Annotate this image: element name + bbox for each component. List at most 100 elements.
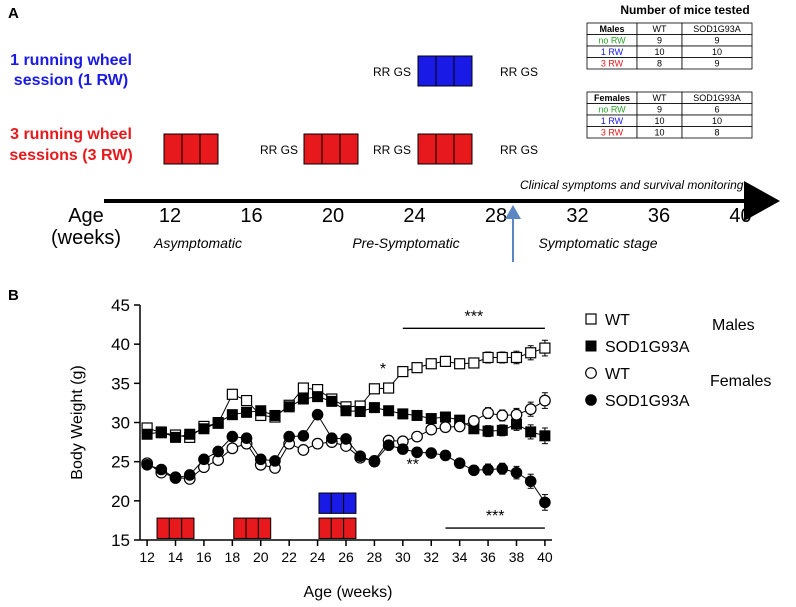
females-table-cell-text: no RW xyxy=(598,105,626,115)
data-point-females-sod1g93a xyxy=(311,408,324,421)
group-label-1rw-line2: session (1 RW) xyxy=(14,72,128,89)
females-table-cell-text: WT xyxy=(653,93,667,103)
rw-session-block xyxy=(343,492,357,514)
data-point-females-wt xyxy=(538,394,551,407)
males-table-cell-text: 9 xyxy=(714,36,719,46)
age-tick-label: 20 xyxy=(322,205,344,227)
data-point-females-sod1g93a xyxy=(198,453,210,466)
data-point-females-sod1g93a xyxy=(439,449,452,462)
y-tick-label: 30 xyxy=(111,414,130,433)
data-point-males-sod1g93a xyxy=(326,395,338,407)
data-point-females-wt xyxy=(482,407,494,420)
legend-entry: SOD1G93A xyxy=(605,339,690,356)
data-point-males-wt xyxy=(525,347,537,359)
legend-group-label: Males xyxy=(712,317,755,334)
y-tick-label: 35 xyxy=(111,374,130,393)
legend-entry: WT xyxy=(605,366,630,383)
data-point-males-sod1g93a xyxy=(354,406,366,418)
females-table-cell-text: 9 xyxy=(657,105,662,115)
age-tick-label: 32 xyxy=(566,205,588,227)
data-point-males-wt xyxy=(454,358,466,370)
rr-gs-label: RR GS xyxy=(373,65,411,79)
data-point-males-sod1g93a xyxy=(411,409,423,421)
x-tick-label: 30 xyxy=(395,549,411,565)
males-table-cell-text: 10 xyxy=(654,47,664,57)
group-label-3rw-line2: sessions (3 RW) xyxy=(9,147,132,164)
legend-entry: SOD1G93A xyxy=(605,393,690,410)
data-point-males-sod1g93a xyxy=(255,405,267,417)
data-point-females-sod1g93a xyxy=(368,455,381,468)
rr-gs-label: RR GS xyxy=(260,143,298,157)
data-point-males-sod1g93a xyxy=(269,409,281,421)
data-point-males-sod1g93a xyxy=(212,417,224,428)
x-tick-label: 12 xyxy=(139,549,155,565)
legend-group-label: Females xyxy=(710,373,771,390)
x-tick-label: 34 xyxy=(452,549,468,565)
series-males-sod1g93a xyxy=(141,391,551,445)
data-point-females-sod1g93a xyxy=(510,466,523,479)
data-point-males-wt xyxy=(226,388,238,400)
age-tick-label: 28 xyxy=(485,205,507,227)
females-table-cell xyxy=(681,126,753,139)
males-table-cell-text: Males xyxy=(599,24,624,34)
data-point-females-sod1g93a xyxy=(496,462,509,475)
x-tick-label: 28 xyxy=(367,549,383,565)
data-point-males-sod1g93a xyxy=(241,406,253,418)
females-table-cell-text: 1 RW xyxy=(601,116,624,126)
y-tick-label: 25 xyxy=(111,453,130,472)
data-point-females-wt xyxy=(439,421,452,434)
significance-star: * xyxy=(380,361,386,378)
males-table-cell-text: WT xyxy=(653,24,667,34)
mice-tables: Males WT SOD1G93A no RW 9 9 1 RW 10 10 3 RW 8 9 Fema… xyxy=(586,22,753,139)
legend: WT SOD1G93A WT SOD1G93A Males Females xyxy=(585,312,771,410)
rw-session-block xyxy=(168,517,183,539)
data-point-females-sod1g93a xyxy=(453,457,466,470)
data-point-males-sod1g93a xyxy=(482,425,494,437)
x-tick-label: 36 xyxy=(480,549,496,565)
data-point-females-wt xyxy=(467,415,480,427)
session-block-3rw xyxy=(163,133,219,165)
data-point-females-sod1g93a xyxy=(382,439,395,452)
rr-gs-label: RR GS xyxy=(500,143,538,157)
body-weight-chart: 15 20 25 30 35 40 45 12 14 16 18 20 22 24 26 28 30 32 34 36… xyxy=(69,296,771,601)
group-label-1rw-line1: 1 running wheel xyxy=(10,52,132,69)
rw-session-block xyxy=(156,517,170,539)
stage-pre-symptomatic: Pre-Symptomatic xyxy=(352,235,459,251)
data-point-males-sod1g93a xyxy=(184,428,196,440)
males-table-cell-text: 3 RW xyxy=(601,59,624,69)
panel-a-label: A xyxy=(8,5,19,22)
data-point-females-sod1g93a xyxy=(226,430,239,443)
x-tick-label: 14 xyxy=(168,549,184,565)
rw-session-block xyxy=(343,517,357,539)
data-point-males-wt xyxy=(539,342,551,354)
rr-gs-label: RR GS xyxy=(373,143,411,157)
data-point-females-sod1g93a xyxy=(155,463,168,476)
legend-entry: WT xyxy=(605,312,630,329)
x-tick-label: 22 xyxy=(281,549,297,565)
data-point-females-sod1g93a xyxy=(141,459,153,471)
rw-session-block xyxy=(257,517,272,539)
session-block-1rw xyxy=(417,55,473,87)
rw-session-block xyxy=(330,492,345,514)
data-point-females-wt xyxy=(411,430,423,443)
data-point-males-wt xyxy=(368,383,381,395)
panel-b-label: B xyxy=(8,287,19,304)
data-point-females-sod1g93a xyxy=(539,496,551,509)
data-point-males-wt xyxy=(297,382,309,394)
data-point-males-sod1g93a xyxy=(155,426,167,438)
data-point-males-sod1g93a xyxy=(340,405,352,417)
session-block-3rw xyxy=(417,133,473,165)
age-tick-label: 24 xyxy=(403,205,425,227)
data-point-females-sod1g93a xyxy=(212,445,224,458)
x-tick-label: 38 xyxy=(509,549,525,565)
data-point-males-wt xyxy=(468,357,480,369)
data-point-females-sod1g93a xyxy=(340,433,352,445)
data-point-males-wt xyxy=(411,362,423,374)
rw-session-block xyxy=(330,517,345,539)
data-point-males-wt xyxy=(510,351,523,364)
data-point-females-sod1g93a xyxy=(269,455,281,467)
session-block-3rw xyxy=(303,133,359,165)
data-point-males-wt xyxy=(496,351,508,364)
data-point-males-wt xyxy=(240,394,253,407)
males-table-cell-text: 9 xyxy=(714,59,719,69)
